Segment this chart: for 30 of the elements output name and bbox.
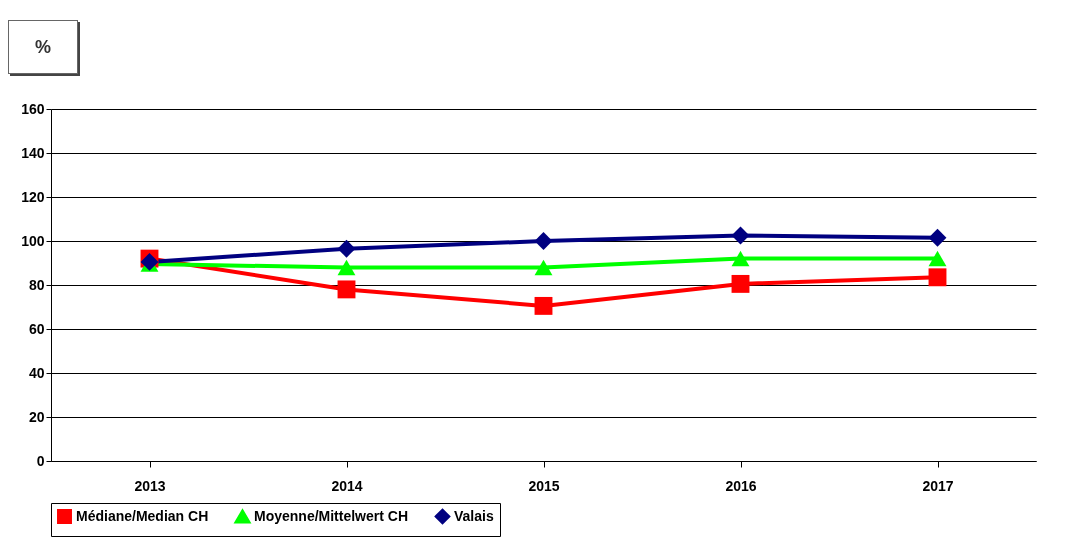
point	[731, 274, 750, 293]
legend-label: Médiane/Median CH	[76, 507, 209, 524]
point	[534, 296, 553, 315]
point	[928, 228, 947, 247]
y-tick-label: 100	[21, 232, 45, 249]
legend-label: Valais	[454, 507, 494, 524]
y-tick-label: 20	[28, 408, 45, 425]
y-tick-label: 40	[28, 364, 45, 381]
x-tick-label: 2013	[134, 477, 166, 494]
x-tick-label: 2017	[922, 477, 954, 494]
x-tick-label: 2014	[331, 477, 363, 494]
point	[731, 226, 750, 245]
y-tick-label: 0	[36, 452, 45, 469]
y-tick-label: 80	[28, 276, 45, 293]
point	[534, 259, 553, 276]
x-tick-label: 2015	[528, 477, 560, 494]
y-tick-label: 160	[21, 100, 45, 117]
y-tick-label: 120	[21, 188, 45, 205]
point	[928, 250, 947, 267]
x-tick-label: 2016	[725, 477, 757, 494]
point	[731, 250, 750, 267]
legend-label: Moyenne/Mittelwert CH	[254, 507, 409, 524]
y-axis-title: %	[8, 20, 78, 74]
point	[534, 232, 553, 250]
point	[337, 239, 356, 258]
point	[928, 268, 947, 287]
y-tick-label: 140	[21, 144, 45, 161]
point	[337, 259, 356, 276]
y-tick-label: 60	[28, 320, 45, 337]
point	[337, 280, 356, 299]
